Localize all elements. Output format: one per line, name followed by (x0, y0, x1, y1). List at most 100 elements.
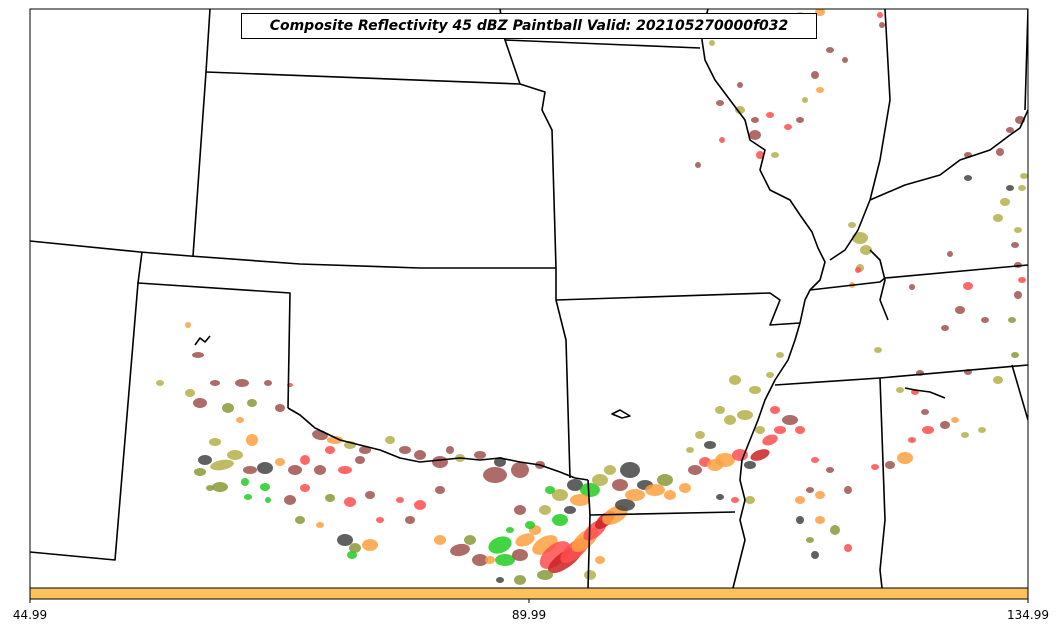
storm-cell (604, 465, 616, 475)
storm-cell (355, 456, 365, 464)
storm-cell (922, 426, 934, 434)
storm-cell (592, 474, 608, 486)
storm-cell (811, 71, 819, 79)
storm-cell (877, 12, 883, 18)
storm-cell (704, 441, 716, 449)
storm-cell (584, 570, 596, 580)
lake-outline-nm (194, 335, 211, 346)
colorbar-tick-label: 134.99 (1007, 608, 1049, 622)
storm-cell (771, 152, 779, 158)
storm-cell (247, 399, 257, 407)
storm-cell (365, 491, 375, 499)
lake-outline-ar (611, 409, 631, 419)
storm-cell (483, 467, 507, 483)
storm-cell (615, 499, 635, 511)
storm-cell (981, 317, 989, 323)
storm-cell (488, 536, 512, 554)
map-title: Composite Reflectivity 45 dBZ Paintball … (241, 13, 817, 39)
storm-cell (564, 506, 576, 514)
storm-cell (951, 417, 959, 423)
storm-cell (802, 97, 808, 103)
storm-cell (1011, 242, 1019, 248)
storm-cell (212, 482, 228, 492)
storm-cell (811, 551, 819, 559)
storm-cell (796, 516, 804, 524)
storm-cell (512, 549, 528, 561)
storm-cell (434, 535, 446, 545)
texas-louisiana-border (587, 514, 591, 588)
storm-cell (909, 284, 915, 290)
storm-cell (210, 459, 234, 471)
storm-cell (745, 496, 755, 504)
storm-cell (811, 457, 819, 463)
storm-cell (749, 386, 761, 394)
colorbar-tick-label: 44.99 (12, 608, 48, 622)
tennessee-river (869, 249, 889, 321)
storm-cell (511, 462, 529, 478)
storm-cell (314, 465, 326, 475)
storm-cell (844, 544, 852, 552)
storm-cell (612, 479, 628, 491)
storm-cell (515, 533, 535, 547)
storm-cell (688, 465, 702, 475)
storm-cell (844, 486, 852, 494)
red-river-border (287, 407, 589, 481)
storm-cell (750, 449, 770, 461)
storm-cell (210, 380, 220, 386)
storm-cell (749, 130, 761, 140)
storm-cell (664, 490, 676, 500)
storm-cell (848, 222, 856, 228)
storm-cell (756, 151, 764, 159)
storm-cell (349, 543, 361, 553)
storm-cell (978, 427, 986, 433)
storm-cell (766, 372, 774, 378)
storm-cell (243, 466, 257, 474)
new-mexico-border (30, 282, 139, 561)
storm-cell (227, 450, 243, 460)
storm-cell (257, 462, 273, 474)
storm-cell (806, 537, 814, 543)
storm-cell (737, 410, 753, 420)
storm-cell (362, 539, 378, 551)
storm-cell (376, 517, 384, 523)
storm-cell (539, 541, 571, 569)
storm-cell (206, 485, 214, 491)
storm-cell (729, 375, 741, 385)
storm-cell (514, 575, 526, 585)
storm-cell (879, 22, 885, 28)
storm-cell (222, 403, 234, 413)
mississippi-alabama-border (879, 377, 886, 588)
storm-cell (751, 117, 759, 123)
storm-cell (645, 484, 665, 496)
storm-cell (940, 421, 950, 429)
state-borders (30, 9, 1028, 588)
storm-cell (1020, 173, 1028, 179)
storm-cell (860, 245, 872, 255)
storm-cell (762, 434, 778, 446)
storm-cell (241, 478, 249, 486)
ohio-river (869, 109, 1028, 201)
mississippi-river-north (701, 9, 826, 324)
storm-cell (595, 556, 605, 564)
storm-cell (300, 455, 310, 465)
colorbar (29, 587, 1029, 600)
colorbar-ticks (29, 599, 1029, 603)
storm-cell (735, 106, 745, 114)
storm-cell (993, 376, 1003, 384)
storm-cell (494, 457, 506, 467)
storm-cell (338, 466, 352, 474)
storm-cell (963, 282, 973, 290)
storm-cell (716, 494, 724, 500)
storm-cell (731, 497, 739, 503)
storm-cell (896, 387, 904, 393)
storm-cell (485, 556, 495, 564)
storm-cell (782, 415, 798, 425)
storm-cell (871, 464, 879, 470)
storm-cell (816, 87, 824, 93)
storm-cell (826, 467, 834, 473)
iowa-border (504, 39, 701, 49)
storm-cell (947, 251, 953, 257)
storm-cell (1014, 227, 1022, 233)
storm-cell (414, 500, 426, 510)
